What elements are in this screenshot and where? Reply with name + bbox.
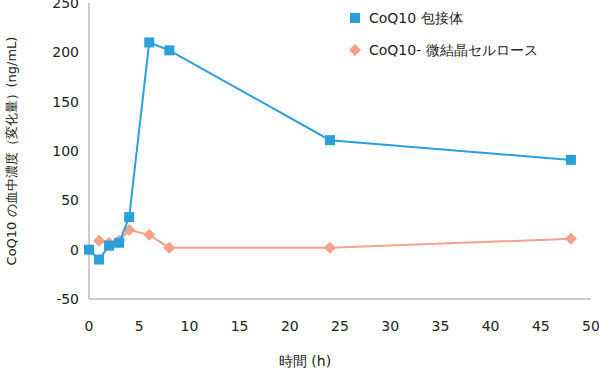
legend-label: CoQ10- 微結晶セルロース	[369, 42, 538, 58]
y-tick-label: 250	[52, 0, 79, 11]
y-tick-label: -50	[56, 291, 79, 307]
x-tick-label: 20	[281, 318, 299, 334]
data-point	[124, 212, 134, 222]
data-point	[114, 238, 124, 248]
x-tick-label: 5	[135, 318, 144, 334]
x-axis-label: 時間 (h)	[279, 353, 331, 369]
legend-marker	[349, 44, 361, 56]
data-point	[566, 155, 576, 165]
legend-label: CoQ10 包接体	[369, 10, 463, 26]
data-point	[104, 241, 114, 251]
x-tick-label: 15	[231, 318, 249, 334]
y-tick-label: 200	[52, 44, 79, 60]
data-point	[113, 235, 125, 247]
data-point	[325, 135, 335, 145]
x-tick-label: 45	[532, 318, 550, 334]
data-point	[565, 233, 577, 245]
x-axis	[89, 299, 591, 300]
data-point	[93, 235, 105, 247]
x-tick-label: 35	[431, 318, 449, 334]
x-tick-label: 40	[482, 318, 500, 334]
y-axis-label: CoQ10 の血中濃度（変化量）(ng/mL)	[4, 37, 19, 266]
data-point	[94, 255, 104, 265]
series-line	[89, 42, 571, 259]
y-tick-label: 100	[52, 143, 79, 159]
data-point	[144, 37, 154, 47]
data-point	[143, 229, 155, 241]
y-tick-label: 50	[61, 192, 79, 208]
chart: -50 0 50 100 150 200 250 0 5 10 15 20 25 30 35 40 45 50 時間…	[0, 0, 599, 373]
data-point	[84, 245, 94, 255]
x-tick-label: 0	[85, 318, 94, 334]
data-point	[164, 45, 174, 55]
legend-marker	[350, 13, 360, 23]
x-tick-label: 50	[582, 318, 599, 334]
data-point	[163, 242, 175, 254]
x-tick-label: 30	[381, 318, 399, 334]
x-tick-label: 25	[331, 318, 349, 334]
y-tick-label: 0	[70, 242, 79, 258]
data-point	[324, 242, 336, 254]
y-tick-label: 150	[52, 94, 79, 110]
plot-area	[84, 37, 577, 264]
x-tick-label: 10	[180, 318, 198, 334]
